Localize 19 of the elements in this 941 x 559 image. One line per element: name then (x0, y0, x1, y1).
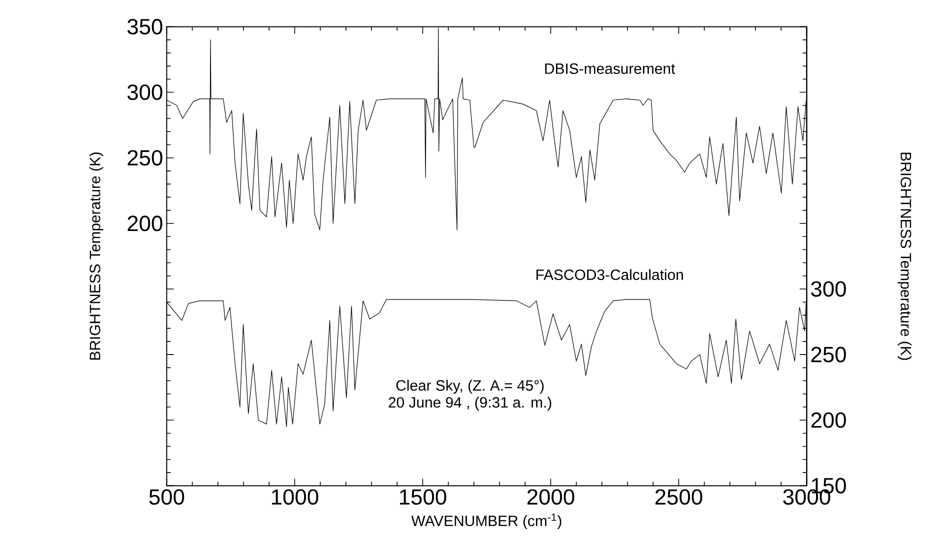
y2-tick-label: 250 (811, 346, 846, 362)
series-label: DBIS-measurement (545, 63, 676, 74)
y-tick-label: 300 (127, 84, 162, 100)
x-tick-label: 2000 (527, 489, 574, 505)
y-axis-title: BRIGHTNESS Temperature (K) (89, 152, 104, 360)
y2-tick-label: 200 (811, 412, 846, 428)
y-tick-label: 250 (128, 150, 162, 166)
y-tick-label: 350 (127, 18, 162, 34)
y-tick-label: 200 (128, 216, 162, 232)
annotation: 20 June 94 , (9:31 a. m.) (388, 396, 552, 411)
x-axis-title: WAVENUMBER (cm$^{-1}$) (411, 514, 562, 530)
x-tick-label: 500 (149, 489, 184, 505)
annotation: Clear Sky, (Z. A.= 45°) (396, 380, 544, 394)
x-tick-label: 1500 (400, 489, 446, 505)
y2-axis-title: BRIGHTNESS Temperature (K) (898, 152, 912, 360)
y2-tick-label: 300 (811, 281, 846, 297)
x-tick-label: 2500 (655, 489, 702, 505)
x-tick-label: 1000 (272, 489, 318, 505)
series-label: FASCOD3-Calculation (536, 269, 683, 280)
